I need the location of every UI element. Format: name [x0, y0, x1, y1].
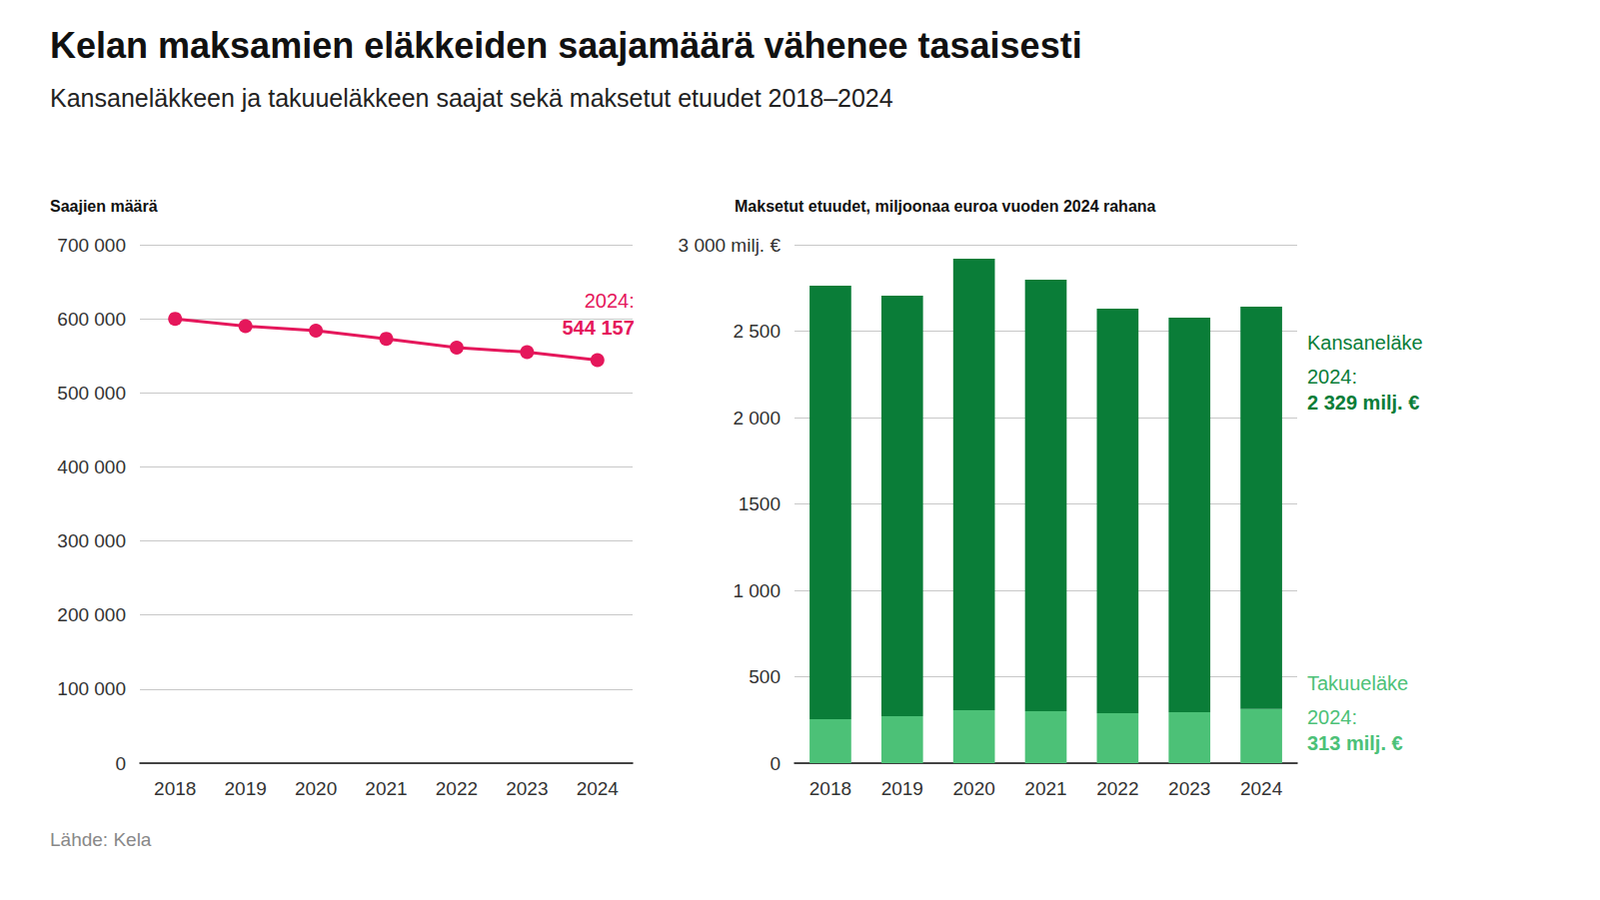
svg-text:Kelan maksamien eläkkeiden saa: Kelan maksamien eläkkeiden saajamäärä vä…	[49, 24, 1083, 66]
svg-text:2024:: 2024:	[584, 289, 635, 312]
svg-text:2024: 2024	[1240, 778, 1284, 800]
svg-text:Kansaneläke: Kansaneläke	[1307, 331, 1424, 354]
svg-text:2020: 2020	[953, 778, 996, 800]
svg-text:1500: 1500	[738, 493, 781, 515]
svg-text:2023: 2023	[1168, 778, 1211, 800]
svg-text:Takuueläke: Takuueläke	[1307, 672, 1409, 695]
svg-text:2018: 2018	[153, 778, 196, 800]
svg-text:313 milj. €: 313 milj. €	[1307, 732, 1404, 755]
svg-text:2024:: 2024:	[1307, 365, 1358, 388]
svg-text:Kansaneläkkeen ja takuueläkkee: Kansaneläkkeen ja takuueläkkeen saajat s…	[49, 83, 894, 112]
svg-text:500 000: 500 000	[56, 382, 126, 404]
svg-text:2023: 2023	[505, 778, 548, 800]
svg-text:2 329 milj. €: 2 329 milj. €	[1307, 391, 1420, 414]
svg-text:2019: 2019	[881, 778, 924, 800]
svg-text:600 000: 600 000	[56, 308, 126, 330]
svg-text:2021: 2021	[1024, 778, 1067, 800]
svg-text:2024: 2024	[576, 778, 620, 800]
svg-text:0: 0	[769, 753, 781, 775]
svg-text:2 500: 2 500	[732, 320, 781, 342]
svg-text:400 000: 400 000	[56, 456, 126, 478]
svg-text:0: 0	[114, 753, 126, 775]
svg-text:100 000: 100 000	[56, 678, 126, 700]
svg-text:2018: 2018	[809, 778, 852, 800]
svg-text:2022: 2022	[1096, 778, 1139, 800]
svg-text:2021: 2021	[364, 778, 407, 800]
svg-text:544 157: 544 157	[561, 316, 634, 339]
svg-text:500: 500	[748, 666, 781, 688]
svg-text:2 000: 2 000	[732, 407, 781, 429]
svg-text:Lähde: Kela: Lähde: Kela	[49, 829, 152, 851]
svg-text:200 000: 200 000	[56, 604, 126, 626]
svg-text:2019: 2019	[224, 778, 267, 800]
svg-text:3 000 milj. €: 3 000 milj. €	[678, 234, 782, 256]
svg-text:2022: 2022	[435, 778, 478, 800]
svg-text:300 000: 300 000	[56, 530, 126, 552]
svg-text:Maksetut etuudet, miljoonaa eu: Maksetut etuudet, miljoonaa euroa vuoden…	[734, 197, 1157, 215]
svg-text:Saajien määrä: Saajien määrä	[49, 197, 158, 215]
svg-text:1 000: 1 000	[732, 580, 781, 602]
svg-text:2020: 2020	[294, 778, 337, 800]
svg-text:700 000: 700 000	[56, 234, 126, 256]
svg-text:2024:: 2024:	[1307, 706, 1358, 729]
